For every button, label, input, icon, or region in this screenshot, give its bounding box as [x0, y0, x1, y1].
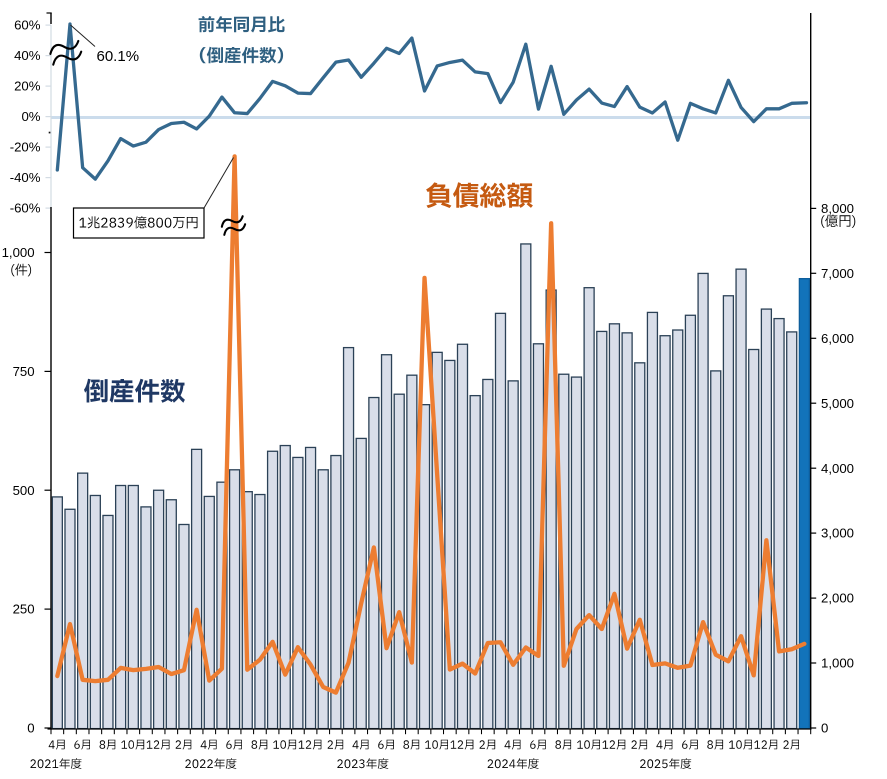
svg-text:7,000: 7,000 — [821, 266, 854, 281]
svg-text:60%: 60% — [14, 18, 41, 33]
svg-text:5,000: 5,000 — [821, 396, 854, 411]
svg-text:0%: 0% — [21, 109, 40, 124]
svg-text:1,000: 1,000 — [821, 656, 854, 671]
svg-text:20%: 20% — [14, 79, 41, 94]
svg-text:-20%: -20% — [10, 140, 41, 155]
svg-text:60.1%: 60.1% — [97, 48, 140, 65]
svg-text:750: 750 — [13, 364, 35, 379]
svg-text:250: 250 — [13, 602, 35, 617]
svg-text:-40%: -40% — [10, 170, 41, 185]
svg-text:8,000: 8,000 — [821, 201, 854, 216]
svg-text:500: 500 — [13, 483, 35, 498]
svg-text:0: 0 — [27, 721, 34, 736]
svg-text:1,000: 1,000 — [2, 245, 35, 260]
svg-text:-60%: -60% — [10, 201, 41, 216]
svg-text:40%: 40% — [14, 48, 41, 63]
svg-text:2,000: 2,000 — [821, 591, 854, 606]
svg-text:6,000: 6,000 — [821, 331, 854, 346]
svg-text:4,000: 4,000 — [821, 461, 854, 476]
svg-text:0: 0 — [821, 721, 828, 736]
svg-text:3,000: 3,000 — [821, 526, 854, 541]
